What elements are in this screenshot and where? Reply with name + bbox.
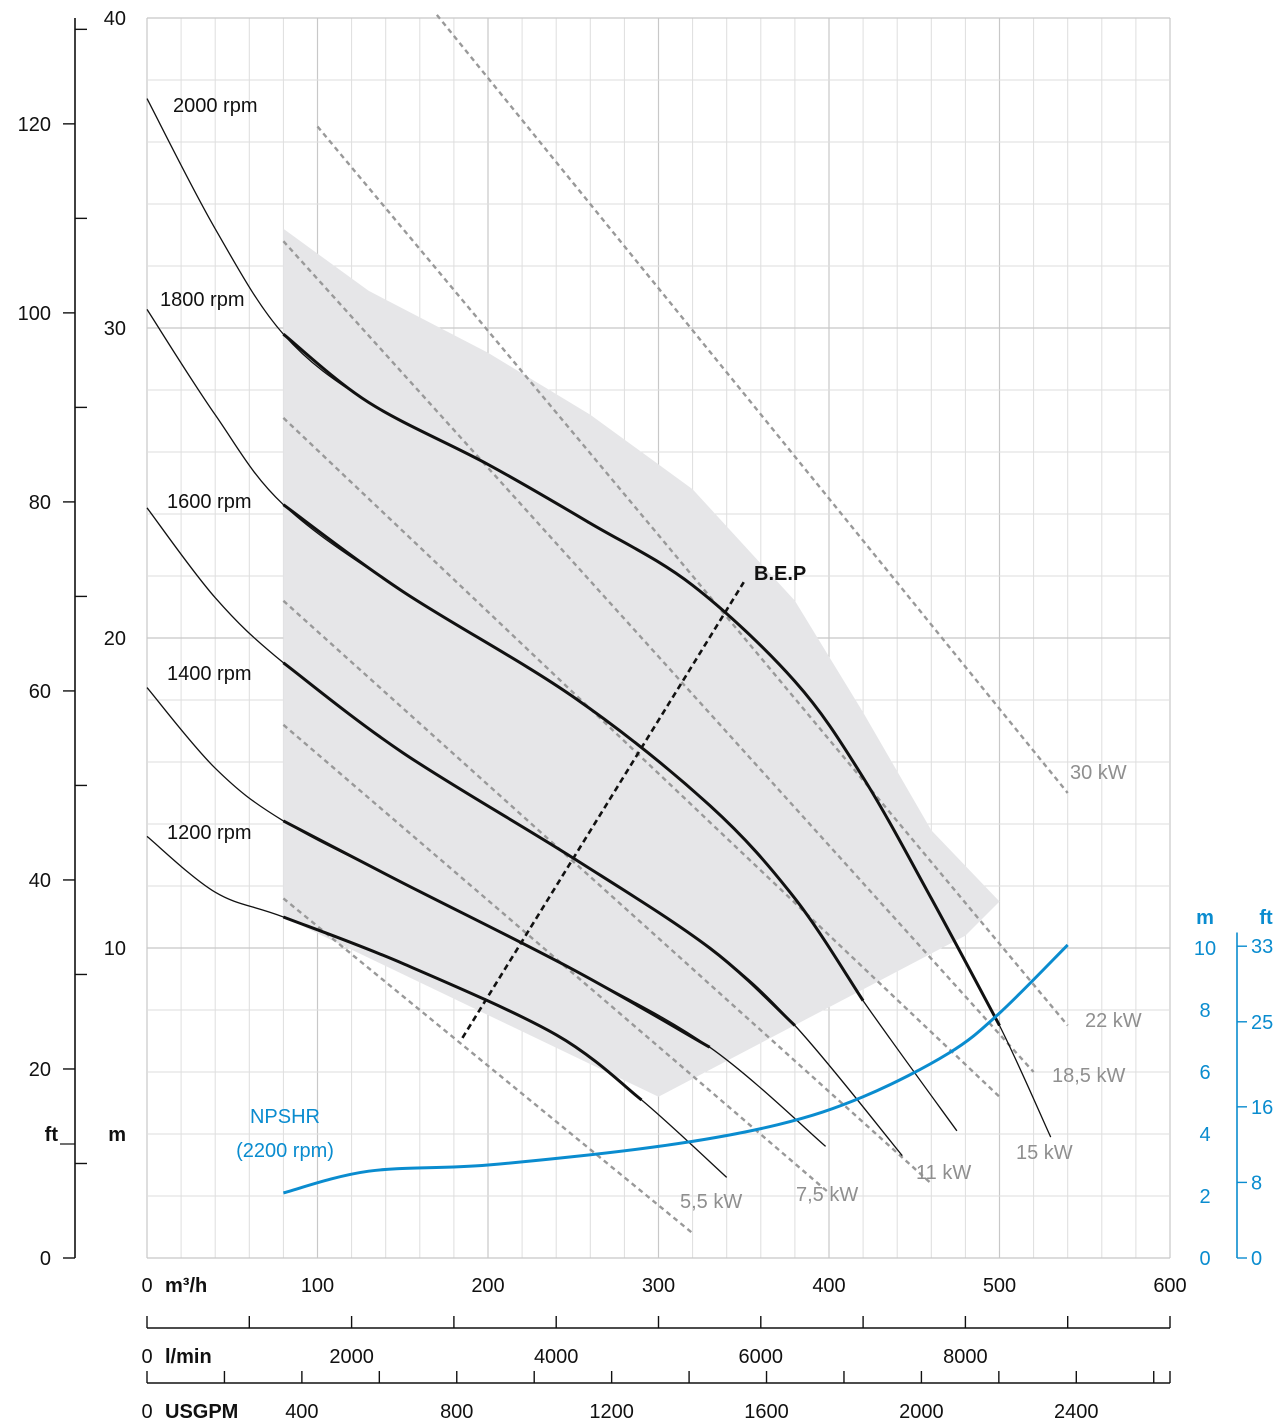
m-tick-label: 10 <box>104 938 126 960</box>
usgpm-tick-label: 2000 <box>899 1401 944 1423</box>
power-line <box>282 417 1001 1098</box>
usgpm-tick-label: 1200 <box>589 1401 634 1423</box>
lmin-tick-label: 6000 <box>739 1346 784 1368</box>
power-label: 15 kW <box>1016 1142 1073 1164</box>
x-tick-label: 100 <box>301 1275 334 1297</box>
power-label: 30 kW <box>1070 762 1127 784</box>
npsh-ft-tick-label: 16 <box>1251 1097 1273 1119</box>
power-line <box>282 897 694 1235</box>
npsh-m-tick-label: 8 <box>1199 1000 1210 1022</box>
power-lines <box>282 14 1069 1235</box>
m-unit-label: m <box>108 1124 126 1146</box>
npshr-line <box>283 943 1069 1195</box>
x-tick-label: 0 <box>141 1275 152 1297</box>
curve-label: 1200 rpm <box>167 822 252 844</box>
x-tick-label: 600 <box>1153 1275 1186 1297</box>
x-tick-label: 500 <box>983 1275 1016 1297</box>
labels: 2000 rpm 1800 rpm 1600 rpm 1400 rpm 1200 rpm… <box>160 95 1142 1213</box>
npshr-label-line: NPSHR <box>250 1106 320 1128</box>
ft-tick-label: 0 <box>40 1248 51 1270</box>
x-tick-label: 300 <box>642 1275 675 1297</box>
lmin-tick-label: 0 <box>141 1346 152 1368</box>
lmin-unit-label: l/min <box>165 1346 212 1368</box>
x-tick-label: 200 <box>471 1275 504 1297</box>
usgpm-tick-label: 1600 <box>744 1401 789 1423</box>
x-unit-label: m³/h <box>165 1275 207 1297</box>
usgpm-tick-label: 400 <box>285 1401 318 1423</box>
usgpm-tick-label: 2400 <box>1054 1401 1099 1423</box>
usgpm-tick-label: 0 <box>141 1401 152 1423</box>
x-tick-label: 400 <box>812 1275 845 1297</box>
m-tick-label: 40 <box>104 8 126 30</box>
ft-tick-label: 60 <box>29 681 51 703</box>
npsh-m-tick-label: 10 <box>1194 938 1216 960</box>
m-tick-label: 20 <box>104 628 126 650</box>
npsh-ft-tick-label: 25 <box>1251 1012 1273 1034</box>
npsh-m-unit-label: m <box>1196 907 1214 929</box>
speed-curve-operating <box>282 819 711 1049</box>
power-line <box>282 599 933 1185</box>
power-label: 22 kW <box>1085 1010 1142 1032</box>
ft-tick-label: 40 <box>29 870 51 892</box>
npsh-m-tick-label: 0 <box>1199 1248 1210 1270</box>
m-tick-label: 30 <box>104 318 126 340</box>
npsh-m-tick-label: 2 <box>1199 1186 1210 1208</box>
ft-unit-label: ft <box>45 1124 59 1146</box>
speed-curves <box>146 98 1052 1178</box>
curve-label: 2000 rpm <box>173 95 258 117</box>
usgpm-tick-label: 800 <box>440 1401 473 1423</box>
power-label: 11 kW <box>916 1162 971 1184</box>
npsh-ft-tick-label: 0 <box>1251 1248 1262 1270</box>
curve-label: 1400 rpm <box>167 663 252 685</box>
usgpm-unit-label: USGPM <box>165 1401 238 1423</box>
npsh-m-tick-label: 6 <box>1199 1062 1210 1084</box>
npsh-m-tick-label: 4 <box>1199 1124 1210 1146</box>
ft-tick-label: 100 <box>18 303 51 325</box>
power-line <box>435 14 1069 794</box>
speed-curve-operating <box>282 503 865 1002</box>
power-line <box>316 125 1069 1027</box>
power-label: 5,5 kW <box>680 1191 742 1213</box>
power-line <box>282 723 830 1194</box>
lmin-tick-label: 4000 <box>534 1346 579 1368</box>
power-label: 18,5 kW <box>1052 1065 1125 1087</box>
curve-label: 1600 rpm <box>167 491 252 513</box>
power-line <box>282 240 1035 1073</box>
speed-curve-operating <box>282 915 643 1102</box>
bep-label: B.E.P <box>754 563 806 585</box>
ft-tick-label: 20 <box>29 1059 51 1081</box>
ft-tick-label: 120 <box>18 114 51 136</box>
npsh-ft-tick-label: 8 <box>1251 1172 1262 1194</box>
npsh-ft-unit-label: ft <box>1259 907 1273 929</box>
npsh-ft-tick-label: 33 <box>1251 936 1273 958</box>
npshr-curve <box>283 943 1069 1195</box>
curve-label: 1800 rpm <box>160 289 245 311</box>
power-label: 7,5 kW <box>796 1184 858 1206</box>
ft-tick-label: 80 <box>29 492 51 514</box>
npshr-label-line: (2200 rpm) <box>236 1140 334 1162</box>
speed-curve-operating <box>282 661 796 1027</box>
lmin-tick-label: 2000 <box>329 1346 374 1368</box>
lmin-tick-label: 8000 <box>943 1346 988 1368</box>
speed-curve-operating <box>282 333 1001 1027</box>
